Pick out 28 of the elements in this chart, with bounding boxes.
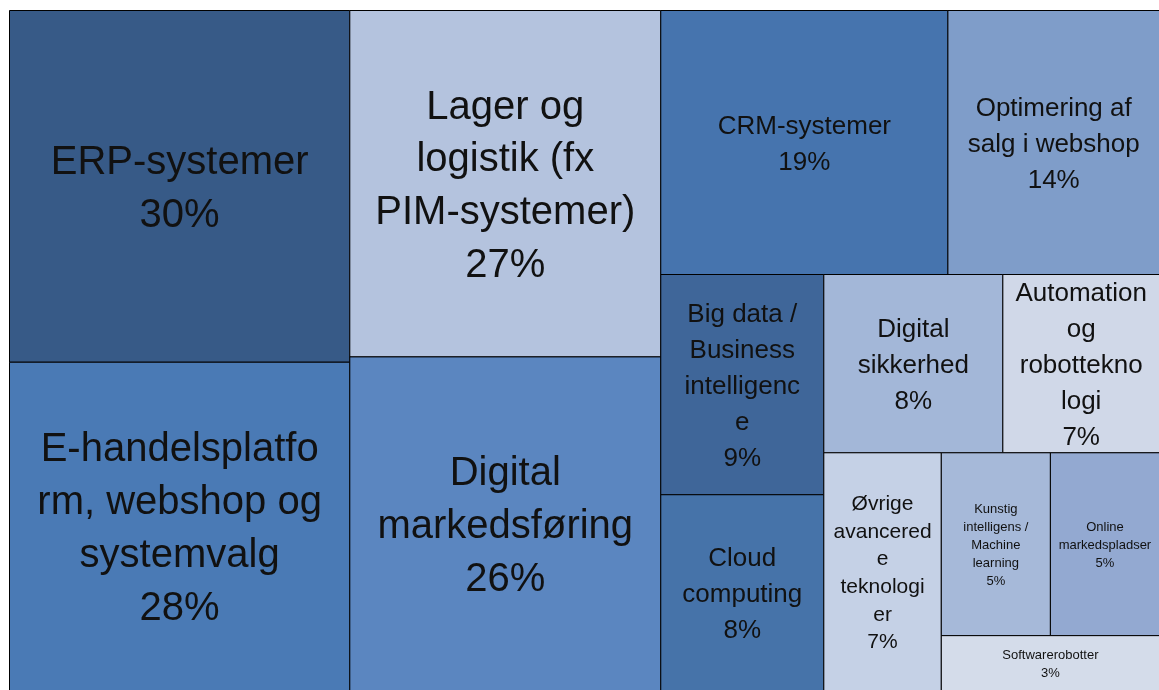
- category-label: Optimering af salg i webshop: [967, 91, 1140, 158]
- category-label: Big data / Business intelligence: [684, 297, 801, 436]
- data-label: 8%: [894, 384, 933, 415]
- category-label: CRM-systemer: [717, 109, 892, 140]
- category-label: Øvrige avancerede teknologier: [833, 491, 932, 625]
- category-label: E-handelsplatform, webshop og systemvalg: [37, 425, 322, 575]
- data-label: 27%: [465, 240, 546, 285]
- category-label: ERP-systemer: [50, 137, 309, 182]
- data-label: 26%: [465, 554, 546, 599]
- category-label: Digital markedsføring: [377, 448, 634, 546]
- category-label: Softwarerobotter: [1002, 646, 1100, 662]
- data-label: 30%: [139, 190, 220, 235]
- category-label: Automation og robotteknologi: [1015, 276, 1147, 415]
- data-label: 7%: [867, 629, 898, 653]
- category-label: Online markedspladser: [1058, 518, 1152, 552]
- category-label: Digital sikkerhed: [857, 312, 969, 379]
- data-label: 14%: [1027, 163, 1080, 194]
- data-label: 19%: [778, 145, 831, 176]
- data-label: 28%: [139, 583, 220, 628]
- data-label: 9%: [723, 441, 762, 472]
- data-label: 5%: [1095, 554, 1115, 570]
- category-label: Lager og logistik (fx PIM-systemer): [375, 82, 636, 233]
- data-label: 8%: [723, 613, 762, 644]
- category-label: Cloud computing: [682, 541, 803, 608]
- data-label: 7%: [1062, 420, 1100, 451]
- category-label: Kunstig intelligens / Machine learning: [963, 500, 1029, 570]
- data-label: 3%: [1041, 664, 1061, 680]
- data-label: 5%: [986, 572, 1006, 588]
